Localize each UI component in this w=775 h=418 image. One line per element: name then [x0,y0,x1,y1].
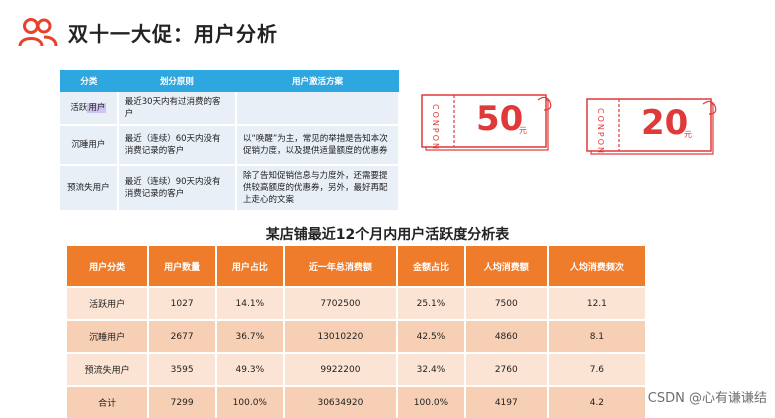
analysis-header: 金额占比 [397,246,466,287]
table-cell: 30634920 [283,385,399,418]
analysis-header: 人均消费额 [464,246,549,287]
strategy-header-plan: 用户激活方案 [236,70,399,92]
table-row: 沉睡用户 2677 36.7% 13010220 42.5% 4860 8.1 [67,319,648,353]
strategy-row: 沉睡用户 最近（连续）60天内没有消费记录的客户 以“唤醒”为主，常见的举措是告… [60,125,400,166]
table-cell: 42.5% [397,319,466,353]
table-cell: 14.1% [215,286,285,320]
table-cell: 9922200 [283,352,399,386]
strategy-plan: 以“唤醒”为主，常见的举措是告知本次促销力度，以及提供适量额度的优惠券 [236,125,400,166]
table-cell: 1027 [148,286,217,320]
table-cell: 8.1 [547,319,648,353]
table-cell: 100.0% [397,385,466,418]
table-cell: 合计 [67,385,150,418]
strategy-plan: 除了告知促销信息与力度外，还需要提供较高额度的优惠券，另外，最好再配上走心的文案 [236,165,400,212]
table-cell: 活跃用户 [67,286,150,320]
table-cell: 25.1% [397,286,466,320]
coupon-label: CONPON [431,104,440,151]
strategy-rule: 最近（连续）60天内没有消费记录的客户 [117,125,238,166]
coupon-amount: 50 [476,99,524,139]
strategy-row: 活跃用户 最近30天内有过消费的客户 [60,92,400,126]
page-header: 双十一大促：用户分析 [18,16,278,48]
table-cell: 3595 [148,352,217,386]
page-title: 双十一大促：用户分析 [68,21,278,46]
strategy-header-rule: 划分原则 [117,70,236,92]
watermark: CSDN @心有谦谦结 [647,391,767,406]
table-cell: 36.7% [215,319,285,353]
table-cell: 2677 [148,319,217,353]
coupon-icon [586,98,717,155]
table-row: 合计 7299 100.0% 30634920 100.0% 4197 4.2 [67,385,648,418]
analysis-header: 用户数量 [148,246,217,287]
table-cell: 100.0% [215,385,285,418]
strategy-plan [236,92,400,126]
table-cell: 4197 [464,385,549,418]
coupon-unit: 元 [519,126,527,135]
table-cell: 7702500 [283,286,399,320]
table-cell: 13010220 [283,319,399,353]
strategy-row: 预流失用户 最近（连续）90天内没有消费记录的客户 除了告知促销信息与力度外，还… [60,165,400,212]
strategy-rule: 最近（连续）90天内没有消费记录的客户 [117,165,238,212]
category-text: 预流失用户 [67,183,110,193]
coupon-amount: 20 [641,103,689,143]
table-cell: 预流失用户 [67,352,150,386]
analysis-header: 用户占比 [215,246,285,287]
coupon-unit: 元 [684,130,692,139]
table-cell: 7.6 [547,352,648,386]
strategy-category: 活跃用户 [60,92,119,126]
table-cell: 32.4% [397,352,466,386]
table-row: 活跃用户 1027 14.1% 7702500 25.1% 7500 12.1 [67,286,648,320]
coupon-50: CONPON 50 元 [420,92,555,156]
analysis-header: 用户分类 [67,246,150,287]
table-cell: 49.3% [215,352,285,386]
analysis-title: 某店铺最近12个月内用户活跃度分析表 [265,227,510,243]
table-cell: 7299 [148,385,217,418]
coupon-label: CONPON [596,108,605,155]
coupon-icon [421,94,552,151]
strategy-rule: 最近30天内有过消费的客户 [117,92,238,126]
highlighted-text: 用户 [87,103,107,113]
category-text: 活跃 [70,103,88,113]
table-cell: 4860 [464,319,549,353]
table-cell: 7500 [464,286,549,320]
table-cell: 12.1 [547,286,648,320]
activity-analysis-table: 用户分类 用户数量 用户占比 近一年总消费额 金额占比 人均消费额 人均消费频次… [67,246,648,418]
strategy-category: 预流失用户 [60,165,119,212]
strategy-category: 沉睡用户 [60,125,119,166]
user-strategy-table: 分类 划分原则 用户激活方案 活跃用户 最近30天内有过消费的客户 沉睡用户 最… [60,70,400,212]
table-row: 预流失用户 3595 49.3% 9922200 32.4% 2760 7.6 [67,352,648,386]
table-cell: 2760 [464,352,549,386]
analysis-header-row: 用户分类 用户数量 用户占比 近一年总消费额 金额占比 人均消费额 人均消费频次 [67,246,648,287]
category-text: 沉睡用户 [71,140,106,150]
coupon-20: CONPON 20 元 [585,96,720,160]
strategy-header-category: 分类 [60,70,118,92]
table-cell: 4.2 [547,385,648,418]
analysis-header: 近一年总消费额 [283,246,399,287]
analysis-header: 人均消费频次 [547,246,648,287]
users-icon [18,16,58,48]
table-cell: 沉睡用户 [67,319,150,353]
